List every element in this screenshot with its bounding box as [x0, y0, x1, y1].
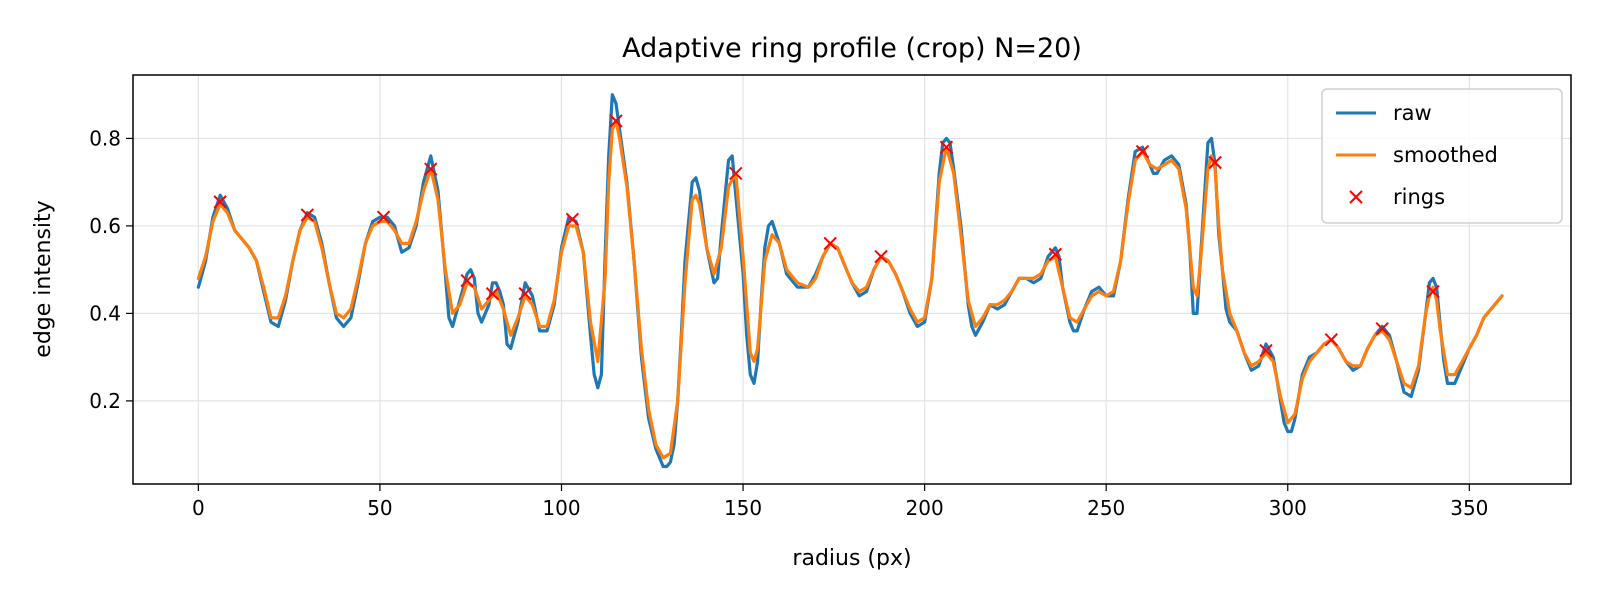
y-tick-label: 0.2	[89, 389, 121, 413]
y-axis-label: edge intensity	[31, 200, 56, 357]
x-tick-label: 0	[192, 496, 205, 520]
axis-ticks: 0 50 100 150 200 250 300 350 0.2 0.4 0.6 0.8	[89, 126, 1488, 520]
ring-marker	[824, 237, 836, 249]
legend-rings-label: rings	[1393, 185, 1445, 209]
y-tick-label: 0.4	[89, 301, 121, 325]
chart-title: Adaptive ring profile (crop) N=20)	[622, 33, 1082, 64]
ring-marker	[875, 251, 887, 263]
x-tick-label: 200	[906, 496, 944, 520]
x-tick-label: 50	[367, 496, 392, 520]
x-tick-label: 100	[542, 496, 580, 520]
ring-marker	[1325, 334, 1337, 346]
x-tick-label: 250	[1087, 496, 1125, 520]
y-tick-label: 0.6	[89, 214, 121, 238]
series-smoothed-line	[198, 121, 1502, 458]
legend: raw smoothed rings	[1322, 89, 1562, 223]
y-tick-label: 0.8	[89, 126, 121, 150]
legend-raw-label: raw	[1393, 101, 1432, 125]
legend-smoothed-label: smoothed	[1393, 143, 1498, 167]
x-axis-label: radius (px)	[792, 546, 911, 571]
plot-area	[198, 95, 1502, 467]
x-tick-label: 300	[1269, 496, 1307, 520]
x-tick-label: 150	[724, 496, 762, 520]
x-tick-label: 350	[1450, 496, 1488, 520]
